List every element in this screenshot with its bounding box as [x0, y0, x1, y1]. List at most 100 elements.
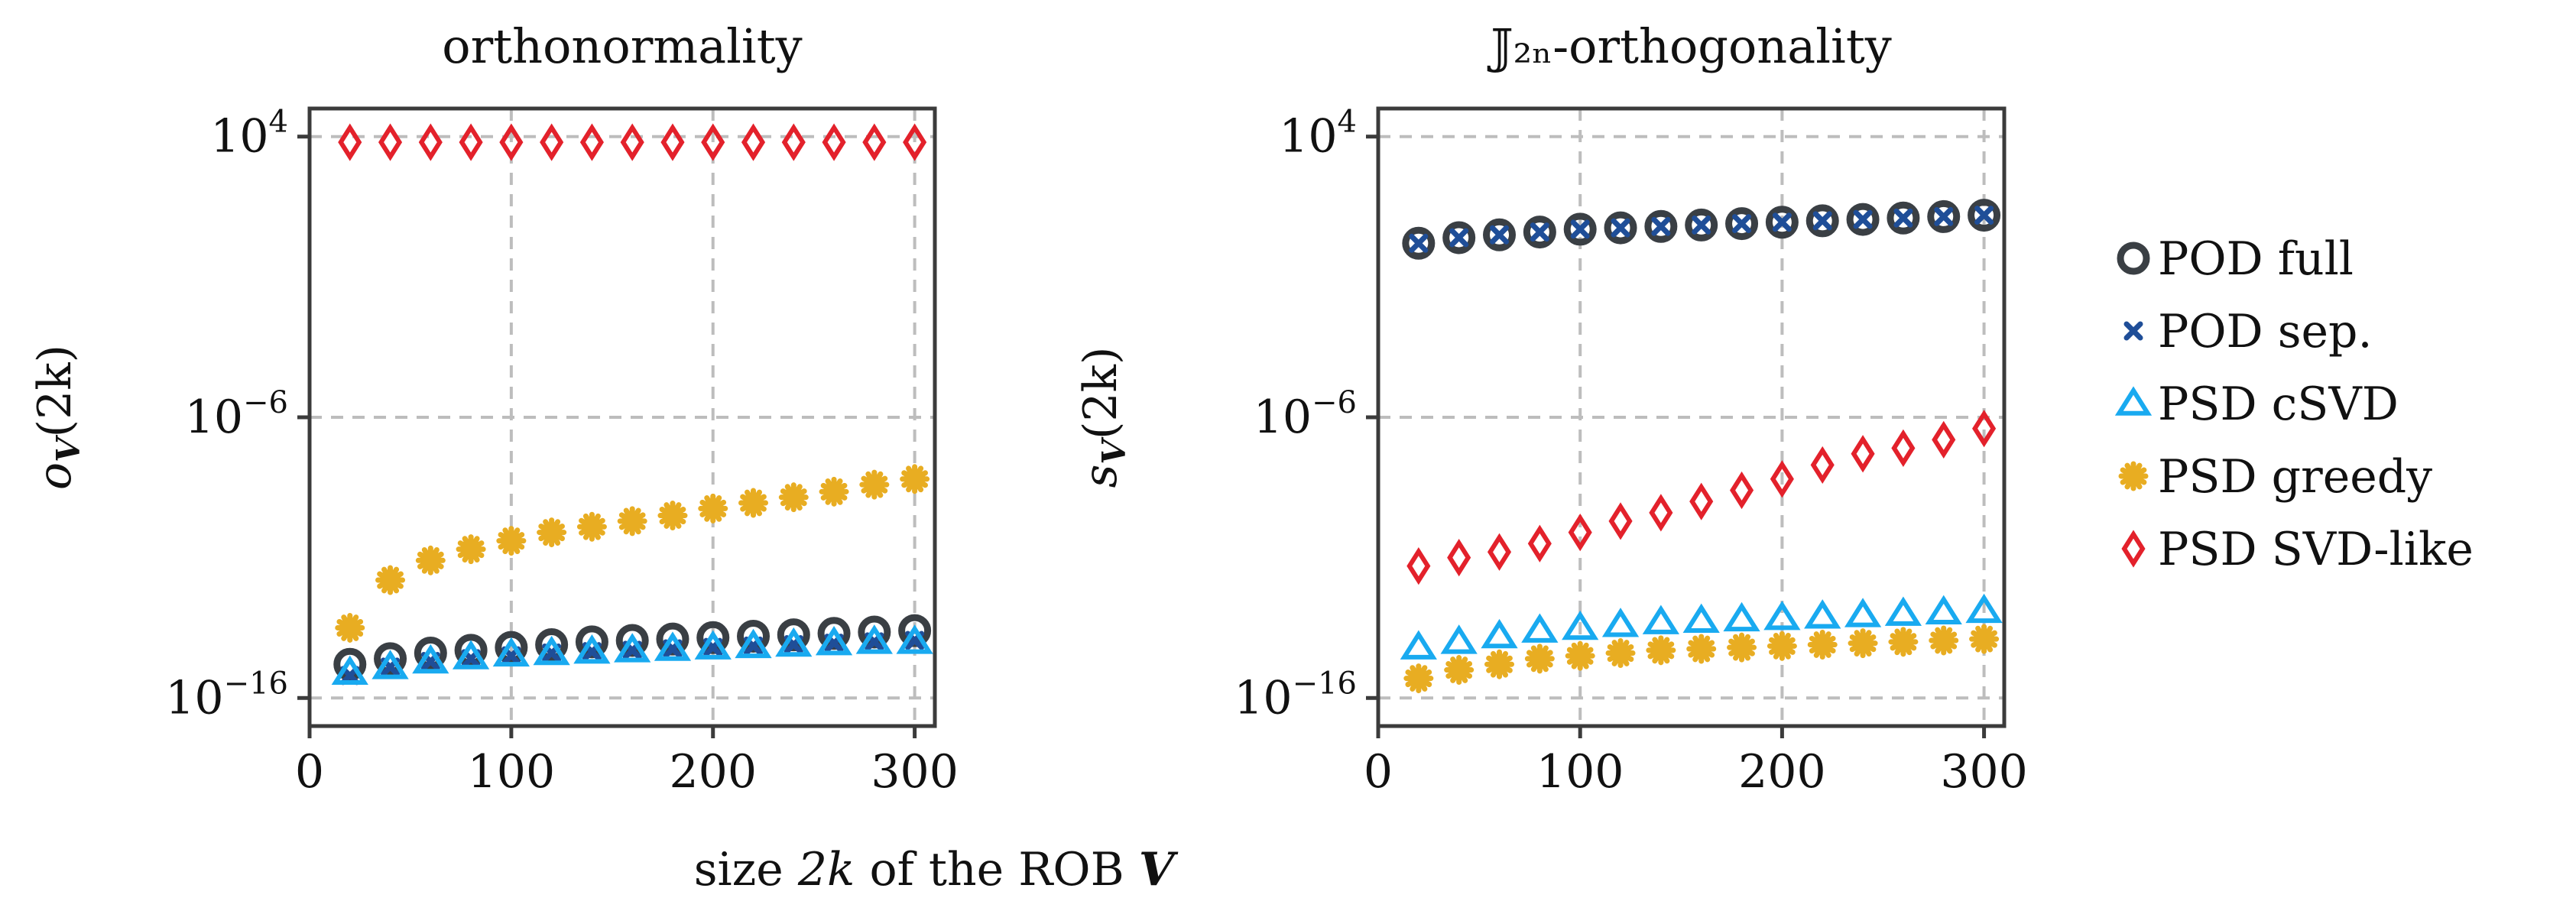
data-point	[1563, 212, 1597, 246]
data-point	[900, 464, 930, 494]
y-axis-label: sV(2k)	[1074, 347, 1133, 488]
data-point	[819, 476, 849, 507]
data-point	[775, 627, 813, 657]
chart-title: orthonormality	[442, 18, 802, 74]
legend-label: POD full	[2158, 232, 2354, 286]
data-point	[859, 469, 890, 500]
data-point	[573, 634, 611, 664]
data-point	[375, 565, 406, 595]
data-point	[415, 545, 446, 575]
data-point	[492, 637, 530, 667]
data-point	[1447, 539, 1471, 577]
data-point	[1403, 663, 1434, 694]
data-point	[1527, 524, 1552, 562]
data-point	[1530, 222, 1549, 242]
x-tick-label: 200	[669, 745, 757, 799]
data-point	[815, 626, 853, 656]
legend-marker-circle	[2117, 242, 2150, 275]
chart-title: 𝕁₂ₙ-orthogonality	[1487, 18, 1892, 74]
data-point	[1604, 211, 1637, 245]
data-point	[1483, 218, 1517, 251]
data-point	[738, 488, 769, 518]
y-tick-label: 10−6	[1254, 385, 1357, 444]
data-point	[533, 635, 570, 666]
data-point	[1969, 624, 2000, 654]
data-point	[1927, 199, 1961, 233]
x-tick-label: 0	[295, 745, 324, 799]
data-point	[1484, 649, 1515, 679]
data-point	[459, 123, 483, 161]
data-point	[1848, 628, 1878, 659]
data-point	[1682, 603, 1720, 634]
series-pod-sep-	[1409, 206, 1994, 253]
y-tick-label: 104	[210, 105, 288, 164]
data-point	[1723, 601, 1760, 632]
data-point	[1409, 233, 1429, 253]
data-point	[1727, 632, 1757, 663]
data-point	[1481, 618, 1518, 649]
data-point	[537, 517, 567, 548]
data-point	[456, 534, 486, 565]
data-point	[1400, 630, 1437, 660]
data-point	[694, 630, 732, 660]
series-psd-greedy	[335, 464, 930, 643]
series-psd-svd-like	[338, 123, 927, 161]
data-point	[1925, 595, 1962, 625]
data-point	[1932, 420, 1956, 459]
data-point	[1568, 513, 1592, 552]
data-point	[1884, 596, 1922, 626]
data-point	[412, 644, 449, 674]
data-point	[1449, 228, 1469, 248]
data-point	[535, 627, 569, 661]
data-point	[1402, 226, 1436, 260]
data-point	[454, 634, 488, 667]
data-point	[1692, 215, 1711, 235]
data-point	[1646, 635, 1676, 666]
data-point	[778, 482, 809, 513]
y-tick-label: 10−16	[165, 666, 288, 725]
x-tick-label: 300	[1940, 745, 2028, 799]
legend-entry: POD full	[2117, 232, 2354, 286]
data-point	[338, 123, 362, 161]
data-point	[617, 506, 647, 537]
legend: POD full POD sep. PSD cSVD PSD greedy PSD SV…	[2114, 232, 2474, 576]
x-tick-label: 200	[1738, 745, 1826, 799]
data-point	[862, 123, 887, 161]
data-point	[371, 650, 409, 679]
y-tick-label: 104	[1279, 105, 1357, 164]
data-point	[1804, 599, 1841, 629]
data-point	[1649, 494, 1673, 532]
data-point	[1934, 206, 1954, 226]
data-point	[735, 628, 772, 659]
x-tick-label: 100	[1536, 745, 1624, 799]
data-point	[1642, 605, 1679, 634]
legend-marker-star	[2118, 461, 2149, 491]
data-point	[1770, 460, 1794, 498]
legend-entry: PSD greedy	[2118, 450, 2432, 504]
data-point	[1805, 204, 1839, 238]
x-tick-label: 100	[468, 745, 556, 799]
data-point	[418, 123, 443, 161]
y-axis-label: oV(2k)	[28, 345, 87, 490]
data-point	[1490, 225, 1510, 245]
data-point	[499, 123, 524, 161]
data-point	[1763, 600, 1801, 631]
data-point	[414, 637, 447, 670]
series-psd-csvd	[331, 624, 933, 685]
data-point	[1608, 502, 1633, 540]
data-point	[1887, 201, 1920, 235]
series-psd-svd-like	[1406, 410, 1997, 585]
legend-label: PSD greedy	[2158, 450, 2432, 504]
data-point	[1888, 627, 1919, 657]
data-point	[1765, 206, 1799, 239]
data-point	[1972, 410, 1997, 448]
data-point	[1565, 640, 1595, 671]
series-psd-csvd	[1400, 593, 2003, 660]
x-tick-label: 0	[1364, 745, 1393, 799]
data-point	[374, 642, 407, 676]
data-point	[1807, 629, 1838, 660]
legend-label: PSD cSVD	[2158, 378, 2399, 431]
series-psd-greedy	[1403, 624, 2000, 694]
data-point	[1406, 547, 1431, 585]
